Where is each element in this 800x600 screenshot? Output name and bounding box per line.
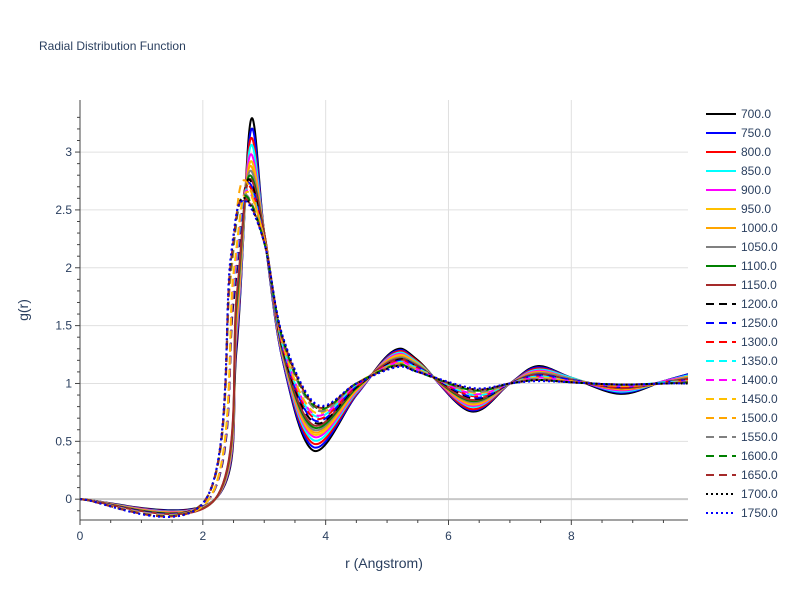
legend-item[interactable]: 1700.0 <box>706 487 778 501</box>
series-line-750.0 <box>80 127 688 512</box>
series-line-800.0 <box>80 136 688 513</box>
series-line-850.0 <box>80 143 688 513</box>
y-tick-label: 2.5 <box>55 203 72 217</box>
chart-title: Radial Distribution Function <box>39 39 186 53</box>
x-tick-label: 6 <box>445 529 452 543</box>
series-line-1000.0 <box>80 164 688 514</box>
legend-label: 750.0 <box>741 126 771 140</box>
legend-item[interactable]: 1150.0 <box>706 278 777 292</box>
legend[interactable]: 700.0 750.0 800.0 850.0 900.0 950.0 1000.0 1050… <box>706 107 778 520</box>
y-tick-labels: 0 0.5 1 1.5 2 2.5 3 <box>55 145 72 506</box>
y-tick-label: 2 <box>65 261 72 275</box>
x-tick-label: 8 <box>568 529 575 543</box>
series-line-1550.0 <box>80 193 688 517</box>
legend-label: 1450.0 <box>741 392 778 406</box>
legend-label: 700.0 <box>741 107 771 121</box>
legend-item[interactable]: 850.0 <box>706 164 771 178</box>
legend-label: 1350.0 <box>741 354 778 368</box>
legend-label: 950.0 <box>741 202 771 216</box>
legend-label: 1300.0 <box>741 335 778 349</box>
y-axis-title: g(r) <box>15 299 31 321</box>
legend-item[interactable]: 1500.0 <box>706 411 778 425</box>
series-line-1300.0 <box>80 184 688 516</box>
legend-label: 1500.0 <box>741 411 778 425</box>
y-tick-label: 1.5 <box>55 319 72 333</box>
series-line-1050.0 <box>80 169 688 515</box>
x-tick-label: 0 <box>77 529 84 543</box>
legend-item[interactable]: 1600.0 <box>706 449 778 463</box>
legend-label: 1650.0 <box>741 468 778 482</box>
legend-item[interactable]: 1750.0 <box>706 506 778 520</box>
y-tick-label: 0.5 <box>55 434 72 448</box>
grid-lines <box>80 100 688 520</box>
series-line-1700.0 <box>80 197 688 518</box>
legend-item[interactable]: 950.0 <box>706 202 771 216</box>
legend-label: 900.0 <box>741 183 771 197</box>
x-tick-labels: 0 2 4 6 8 <box>77 529 575 543</box>
series-line-1100.0 <box>80 174 688 515</box>
legend-label: 1250.0 <box>741 316 778 330</box>
series-line-1600.0 <box>80 194 688 518</box>
legend-item[interactable]: 800.0 <box>706 145 771 159</box>
series-line-700.0 <box>80 117 688 512</box>
legend-item[interactable]: 1300.0 <box>706 335 778 349</box>
series-line-900.0 <box>80 153 688 513</box>
series-line-1500.0 <box>80 179 688 517</box>
series-line-1350.0 <box>80 186 688 516</box>
legend-label: 1750.0 <box>741 506 778 520</box>
legend-label: 1400.0 <box>741 373 778 387</box>
y-tick-label: 1 <box>65 376 72 390</box>
x-axis-title: r (Angstrom) <box>345 555 423 571</box>
legend-item[interactable]: 1050.0 <box>706 240 778 254</box>
legend-label: 1000.0 <box>741 221 778 235</box>
legend-item[interactable]: 1100.0 <box>706 259 777 273</box>
legend-label: 1150.0 <box>741 278 777 292</box>
series-line-1150.0 <box>80 178 688 516</box>
series-line-1450.0 <box>80 190 688 517</box>
series-line-1200.0 <box>80 178 688 515</box>
legend-item[interactable]: 1250.0 <box>706 316 778 330</box>
series-line-1750.0 <box>80 199 688 518</box>
legend-label: 1550.0 <box>741 430 778 444</box>
legend-label: 1700.0 <box>741 487 778 501</box>
legend-item[interactable]: 1550.0 <box>706 430 778 444</box>
series-line-950.0 <box>80 160 688 514</box>
legend-label: 850.0 <box>741 164 771 178</box>
legend-item[interactable]: 700.0 <box>706 107 771 121</box>
x-tick-label: 4 <box>322 529 329 543</box>
legend-item[interactable]: 1000.0 <box>706 221 778 235</box>
legend-label: 1100.0 <box>741 259 777 273</box>
legend-item[interactable]: 1200.0 <box>706 297 778 311</box>
legend-item[interactable]: 750.0 <box>706 126 771 140</box>
series-line-1650.0 <box>80 197 688 518</box>
legend-label: 800.0 <box>741 145 771 159</box>
legend-label: 1600.0 <box>741 449 778 463</box>
y-tick-label: 0 <box>65 492 72 506</box>
series-line-1400.0 <box>80 189 688 517</box>
legend-label: 1050.0 <box>741 240 778 254</box>
legend-item[interactable]: 1450.0 <box>706 392 778 406</box>
series-lines <box>80 117 688 518</box>
axes <box>75 100 688 525</box>
legend-item[interactable]: 1650.0 <box>706 468 778 482</box>
x-tick-label: 2 <box>199 529 206 543</box>
series-line-1250.0 <box>80 181 688 516</box>
legend-item[interactable]: 1350.0 <box>706 354 778 368</box>
y-tick-label: 3 <box>65 145 72 159</box>
legend-label: 1200.0 <box>741 297 778 311</box>
legend-item[interactable]: 1400.0 <box>706 373 778 387</box>
legend-item[interactable]: 900.0 <box>706 183 771 197</box>
